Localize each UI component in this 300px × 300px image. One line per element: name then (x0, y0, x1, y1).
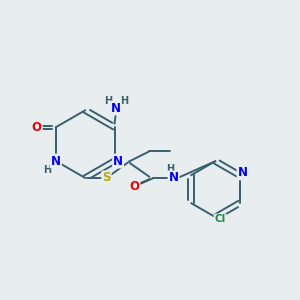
Text: S: S (102, 172, 111, 184)
Text: H: H (120, 96, 128, 106)
Text: N: N (169, 172, 178, 184)
Text: N: N (113, 154, 123, 167)
Text: N: N (238, 166, 248, 179)
Text: Cl: Cl (214, 214, 226, 224)
Text: O: O (32, 121, 42, 134)
Text: O: O (129, 180, 140, 193)
Text: H: H (166, 164, 174, 173)
Text: N: N (111, 101, 121, 115)
Text: H: H (44, 166, 52, 176)
Text: H: H (104, 96, 112, 106)
Text: N: N (51, 154, 61, 167)
